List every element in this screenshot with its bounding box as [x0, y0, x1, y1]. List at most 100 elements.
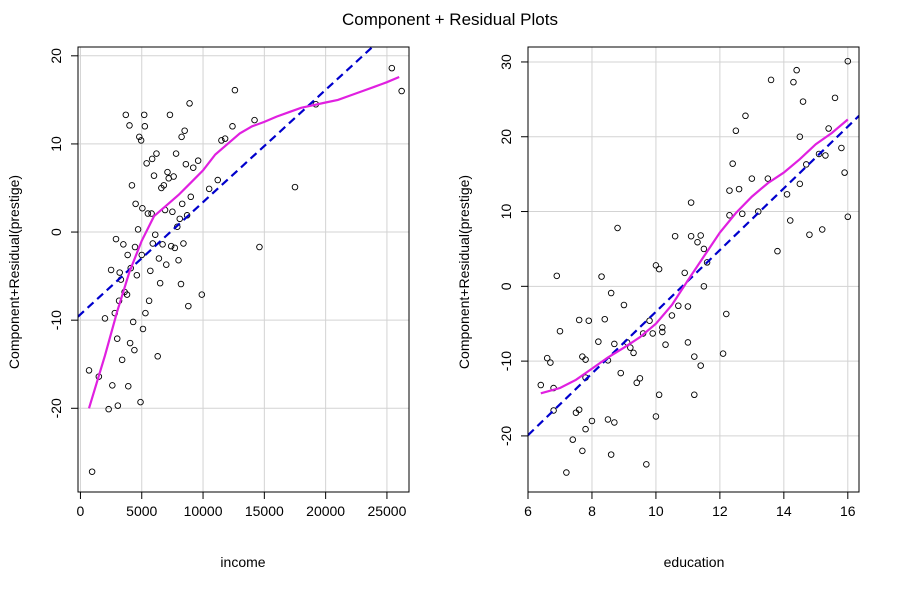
income-data-point [181, 127, 188, 134]
education-data-point [601, 315, 609, 323]
education-data-point [786, 217, 794, 224]
education-data-point [684, 339, 692, 346]
income-y-tick-label: 10 [48, 136, 64, 152]
income-data-point [136, 133, 143, 141]
education-x-tick-label: 12 [712, 503, 728, 519]
education-plot-frame [527, 46, 860, 493]
income-data-point [178, 133, 185, 141]
income-data-point [128, 182, 136, 189]
education-y-tick-label: -10 [498, 351, 514, 371]
education-data-point [655, 391, 663, 399]
education-data-point [582, 425, 589, 433]
income-smooth-line [87, 75, 400, 409]
education-data-point [790, 78, 797, 86]
education-data-point [841, 169, 848, 176]
income-data-point [205, 185, 213, 193]
education-y-tick-label: 20 [498, 129, 514, 145]
education-data-point [585, 317, 593, 324]
education-data-point [575, 316, 583, 324]
education-x-tick-label: 8 [588, 503, 596, 519]
income-data-point [170, 173, 177, 180]
income-data-point [137, 137, 145, 144]
education-data-point [575, 406, 583, 413]
income-data-point [149, 240, 157, 247]
education-data-point [543, 354, 551, 362]
education-x-tick-label: 10 [648, 503, 664, 519]
income-y-tick-label: -20 [48, 398, 64, 418]
income-data-point [229, 123, 236, 130]
education-y-axis-label: Component+Residual(prestige) [456, 175, 472, 369]
education-data-point [822, 152, 829, 159]
education-data-point [604, 416, 612, 423]
income-data-point [156, 279, 164, 287]
education-data-point [556, 327, 564, 335]
income-data-point [101, 315, 109, 322]
education-data-point [793, 66, 800, 74]
education-data-point [691, 391, 698, 399]
education-data-point [607, 451, 615, 458]
income-data-point [160, 182, 168, 189]
education-data-point [691, 353, 698, 360]
education-data-point [652, 262, 660, 269]
education-data-point [649, 330, 656, 337]
income-data-point [148, 210, 155, 217]
income-y-tick-label: 20 [48, 48, 64, 64]
education-x-axis-label: education [664, 554, 725, 570]
education-data-point [588, 417, 596, 425]
education-data-point [802, 161, 810, 168]
income-data-point [178, 200, 186, 208]
education-data-point [547, 359, 554, 366]
income-data-point [148, 155, 156, 163]
income-x-tick-label: 0 [77, 503, 85, 519]
income-data-point [182, 160, 190, 168]
income-data-point [88, 468, 96, 475]
education-data-point [553, 272, 561, 280]
education-data-point [700, 245, 708, 253]
education-y-tick-label: 10 [498, 204, 514, 220]
income-data-point [147, 267, 154, 275]
education-data-point [611, 340, 618, 348]
income-data-point [142, 309, 149, 317]
education-data-point [732, 127, 740, 135]
education-data-point [739, 210, 746, 218]
education-data-point [697, 232, 704, 239]
education-data-point [815, 150, 823, 158]
education-data-point [748, 175, 756, 182]
income-data-point [120, 241, 127, 248]
education-data-point [844, 213, 852, 221]
income-data-point [113, 335, 121, 342]
income-x-tick-label: 15000 [245, 503, 284, 519]
education-data-point [675, 302, 682, 310]
education-data-point [735, 185, 743, 193]
education-data-point [831, 94, 839, 102]
education-data-point [774, 247, 781, 255]
education-data-point [726, 212, 733, 219]
income-y-tick-label: 0 [48, 228, 64, 236]
income-data-point [140, 111, 148, 119]
income-data-point [166, 111, 174, 119]
income-data-point [177, 280, 185, 288]
education-axes: 6 8 10 12 14 16 -20 -10 0 10 20 30 [498, 46, 860, 519]
income-data-point [251, 116, 258, 124]
education-data-point [579, 447, 586, 455]
income-data-point [144, 210, 152, 217]
education-data-point [838, 144, 845, 152]
education-data-point [825, 125, 832, 132]
education-x-tick-label: 16 [840, 503, 856, 519]
income-data-point [172, 150, 180, 157]
income-data-point [125, 383, 132, 390]
income-data-point [186, 100, 193, 107]
education-smooth-line [540, 118, 849, 395]
education-data-point [563, 469, 570, 476]
education-data-point [633, 379, 640, 387]
income-data-point [151, 231, 159, 238]
income-x-tick-label: 5000 [126, 503, 157, 519]
education-data-point [611, 419, 618, 426]
income-data-point [214, 176, 222, 184]
income-data-point [150, 172, 158, 179]
income-x-tick-label: 25000 [367, 503, 406, 519]
income-data-point [131, 346, 138, 354]
income-data-point [175, 256, 182, 264]
income-data-point [138, 251, 145, 259]
